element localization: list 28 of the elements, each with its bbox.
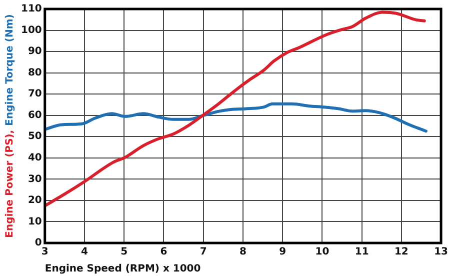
y-tick-label: 0 xyxy=(34,238,42,249)
y-tick-label: 110 xyxy=(21,4,42,15)
line-series xyxy=(44,102,428,133)
x-tick-label: 13 xyxy=(434,246,448,258)
y-tick-label: 20 xyxy=(28,195,42,206)
x-tick-label: 10 xyxy=(315,246,330,258)
y-tick-label: 100 xyxy=(21,24,42,36)
x-tick-label: 7 xyxy=(200,246,207,258)
x-tick-label: 6 xyxy=(160,246,168,258)
y-tick-label: 40 xyxy=(28,152,42,164)
x-tick-label: 9 xyxy=(279,246,286,258)
x-tick-label: 5 xyxy=(120,246,128,258)
y-tick-label: 10 xyxy=(28,216,42,228)
text: Engine Torque (Nm) xyxy=(4,14,16,126)
x-tick-label: 3 xyxy=(41,246,48,258)
y-tick-label: 90 xyxy=(28,46,42,58)
y-tick-label: 50 xyxy=(28,131,42,142)
x-tick-label: 11 xyxy=(354,246,369,258)
line-series xyxy=(44,10,426,208)
x-axis-title: Engine Speed (RPM) x 1000 xyxy=(44,264,201,275)
x-tick-label: 4 xyxy=(81,246,88,258)
text: Engine Power (PS), xyxy=(4,130,16,238)
y-tick-label: 80 xyxy=(28,67,42,78)
x-tick-label: 12 xyxy=(394,246,408,258)
y-tick-label: 30 xyxy=(28,174,42,185)
y-tick-label: 60 xyxy=(28,110,42,121)
x-tick-label: 8 xyxy=(239,246,246,258)
y-tick-label: 70 xyxy=(28,88,42,100)
